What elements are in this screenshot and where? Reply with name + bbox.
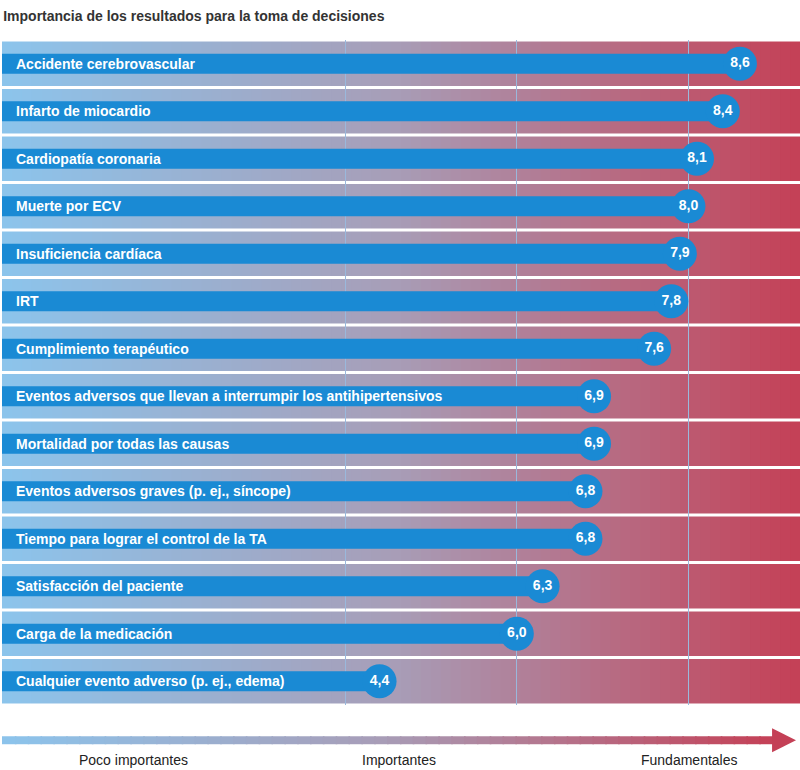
svg-text:7,9: 7,9 <box>670 244 690 260</box>
svg-text:Cualquier evento adverso (p. e: Cualquier evento adverso (p. ej., edema) <box>16 673 284 689</box>
svg-text:8,4: 8,4 <box>713 102 733 118</box>
svg-text:Infarto de miocardio: Infarto de miocardio <box>16 103 151 119</box>
svg-text:7,6: 7,6 <box>644 339 664 355</box>
svg-text:6,9: 6,9 <box>584 387 604 403</box>
svg-text:4,4: 4,4 <box>370 672 390 688</box>
svg-text:Carga de la medicación: Carga de la medicación <box>16 626 172 642</box>
svg-text:Satisfacción del paciente: Satisfacción del paciente <box>16 578 183 594</box>
svg-text:Cumplimiento terapéutico: Cumplimiento terapéutico <box>16 341 189 357</box>
svg-text:Eventos adversos graves (p. ej: Eventos adversos graves (p. ej., síncope… <box>16 483 291 499</box>
svg-text:Accidente cerebrovascular: Accidente cerebrovascular <box>16 56 196 72</box>
svg-text:Fundamentales: Fundamentales <box>641 752 738 768</box>
svg-text:8,6: 8,6 <box>730 54 750 70</box>
svg-text:Tiempo para lograr el control: Tiempo para lograr el control de la TA <box>16 531 267 547</box>
svg-text:6,9: 6,9 <box>584 434 604 450</box>
svg-text:Eventos adversos que llevan a: Eventos adversos que llevan a interrumpi… <box>16 388 443 404</box>
svg-text:IRT: IRT <box>16 293 39 309</box>
svg-text:8,0: 8,0 <box>679 197 699 213</box>
svg-text:Muerte por ECV: Muerte por ECV <box>16 198 122 214</box>
svg-text:Importantes: Importantes <box>362 752 436 768</box>
svg-text:6,0: 6,0 <box>507 624 527 640</box>
svg-text:Cardiopatía coronaria: Cardiopatía coronaria <box>16 151 161 167</box>
svg-text:8,1: 8,1 <box>687 149 707 165</box>
svg-text:Poco importantes: Poco importantes <box>79 752 188 768</box>
svg-text:Insuficiencia cardíaca: Insuficiencia cardíaca <box>16 246 162 262</box>
svg-text:Mortalidad por todas las causa: Mortalidad por todas las causas <box>16 436 229 452</box>
svg-text:6,3: 6,3 <box>533 577 553 593</box>
svg-text:7,8: 7,8 <box>662 292 682 308</box>
svg-text:Importancia de los resultados: Importancia de los resultados para la to… <box>3 8 384 24</box>
svg-text:6,8: 6,8 <box>576 529 596 545</box>
svg-text:6,8: 6,8 <box>576 482 596 498</box>
